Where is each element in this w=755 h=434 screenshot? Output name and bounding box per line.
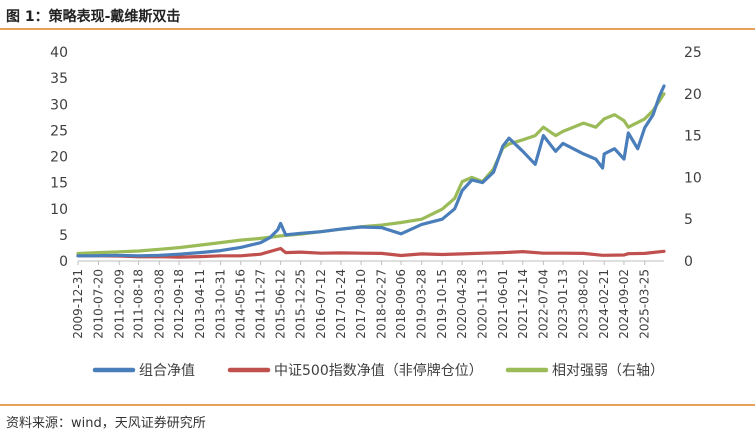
x-tick-label: 2013-04-11 <box>193 269 207 339</box>
axes: 0 5 10 15 20 25 30 35 40 0 5 10 15 20 25 2009-12-31 2010… <box>50 45 702 339</box>
y-right-tick-label: 15 <box>684 129 702 145</box>
y-left-tick-label: 35 <box>50 71 68 87</box>
source-note: 资料来源：wind，天风证券研究所 <box>6 416 206 431</box>
x-tick-label: 2010-07-20 <box>91 269 105 339</box>
x-tick-label: 2015-06-12 <box>274 269 288 339</box>
x-tick-label: 2017-01-24 <box>334 269 348 339</box>
series-lines <box>76 84 666 259</box>
x-tick-label: 2013-10-31 <box>214 269 228 339</box>
x-tick-label: 2018-09-06 <box>394 269 408 339</box>
y-right-tick-label: 10 <box>684 170 702 186</box>
x-tick-label: 2016-07-12 <box>314 269 328 339</box>
x-tick-label: 2023-08-02 <box>577 269 591 339</box>
bottom-divider <box>0 404 755 406</box>
y-left-tick-label: 40 <box>50 45 68 61</box>
y-right-tick-label: 5 <box>684 212 693 228</box>
x-tick-label: 2009-12-31 <box>71 269 85 339</box>
x-tick-label: 2020-04-28 <box>455 269 469 339</box>
y-left-tick-label: 10 <box>50 202 68 218</box>
x-tick-label: 2025-03-25 <box>638 269 652 339</box>
x-tick-label: 2014-11-27 <box>254 269 268 339</box>
series-line-3 <box>76 92 666 256</box>
x-tick-label: 2011-08-18 <box>132 269 146 339</box>
x-tick-label: 2022-07-04 <box>536 269 550 339</box>
x-tick-label: 2014-05-16 <box>234 269 248 339</box>
x-tick-label: 2021-06-01 <box>496 269 510 339</box>
x-tick-label: 2017-08-10 <box>354 269 368 339</box>
x-tick-label: 2012-03-08 <box>152 269 166 339</box>
legend: 组合净值 中证500指数净值（非停牌仓位） 相对强弱（右轴） <box>92 362 664 379</box>
x-tick-label: 2021-12-14 <box>516 269 530 339</box>
x-tick-label: 2011-02-09 <box>112 269 126 339</box>
figure-title: 图 1：策略表现-戴维斯双击 <box>6 9 181 25</box>
series-line-2 <box>76 246 666 259</box>
legend-label: 组合净值 <box>139 363 195 379</box>
y-left-tick-label: 30 <box>50 97 68 113</box>
x-tick-label: 2015-12-25 <box>294 269 308 339</box>
x-tick-label: 2019-03-28 <box>415 269 429 339</box>
x-tick-label: 2020-11-13 <box>475 269 489 339</box>
y-right-tick-label: 0 <box>684 254 693 270</box>
legend-label: 相对强弱（右轴） <box>552 363 664 379</box>
x-tick-label: 2018-02-27 <box>375 269 389 339</box>
x-tick-label: 2024-09-02 <box>617 269 631 339</box>
x-tick-label: 2012-09-18 <box>172 269 186 339</box>
legend-label: 中证500指数净值（非停牌仓位） <box>274 362 483 379</box>
y-right-tick-label: 20 <box>684 87 702 103</box>
y-right-tick-label: 25 <box>684 45 702 61</box>
y-left-tick-label: 15 <box>50 176 68 192</box>
y-left-tick-label: 20 <box>50 150 68 166</box>
y-left-tick-label: 5 <box>59 228 68 244</box>
series-line-1 <box>76 84 666 258</box>
x-tick-label: 2019-10-15 <box>435 269 449 339</box>
top-divider <box>0 28 755 30</box>
x-tick-label: 2024-02-21 <box>597 269 611 339</box>
y-left-tick-label: 0 <box>59 254 68 270</box>
x-tick-label: 2023-01-13 <box>556 269 570 339</box>
chart: 0 5 10 15 20 25 30 35 40 0 5 10 15 20 25 2009-12-31 2010… <box>50 45 702 379</box>
y-left-tick-label: 25 <box>50 123 68 139</box>
